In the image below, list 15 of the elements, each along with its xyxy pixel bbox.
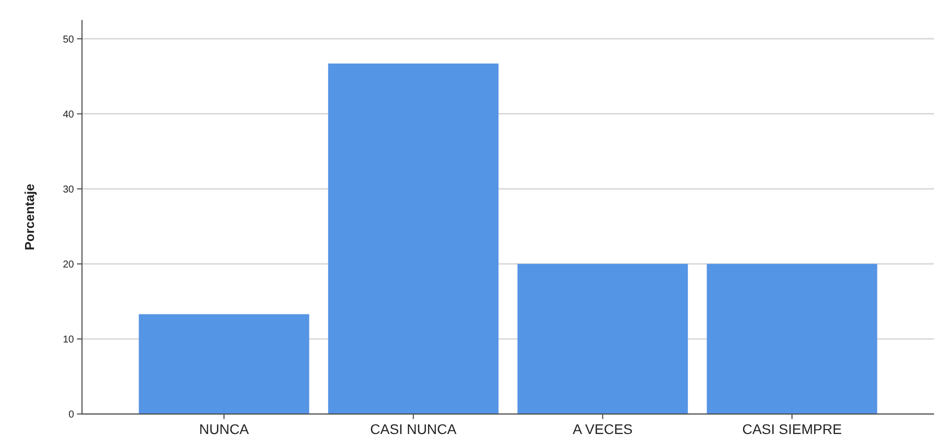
y-tick-label: 20 bbox=[62, 259, 74, 270]
y-tick-label: 30 bbox=[62, 184, 74, 196]
y-tick-label: 10 bbox=[62, 334, 74, 346]
x-tick-label: CASI NUNCA bbox=[370, 421, 458, 437]
bar bbox=[138, 314, 310, 414]
bar bbox=[706, 264, 878, 414]
bar bbox=[517, 264, 688, 414]
y-tick-label: 0 bbox=[68, 410, 74, 420]
y-axis-title: Porcentaje bbox=[22, 184, 37, 250]
x-tick-label: NUNCA bbox=[199, 421, 250, 437]
x-tick-label: CASI SIEMPRE bbox=[742, 421, 842, 437]
x-tick-label: A VECES bbox=[572, 421, 633, 437]
y-tick-label: 40 bbox=[62, 109, 74, 120]
bar bbox=[328, 64, 499, 414]
y-tick-label: 50 bbox=[62, 34, 74, 46]
